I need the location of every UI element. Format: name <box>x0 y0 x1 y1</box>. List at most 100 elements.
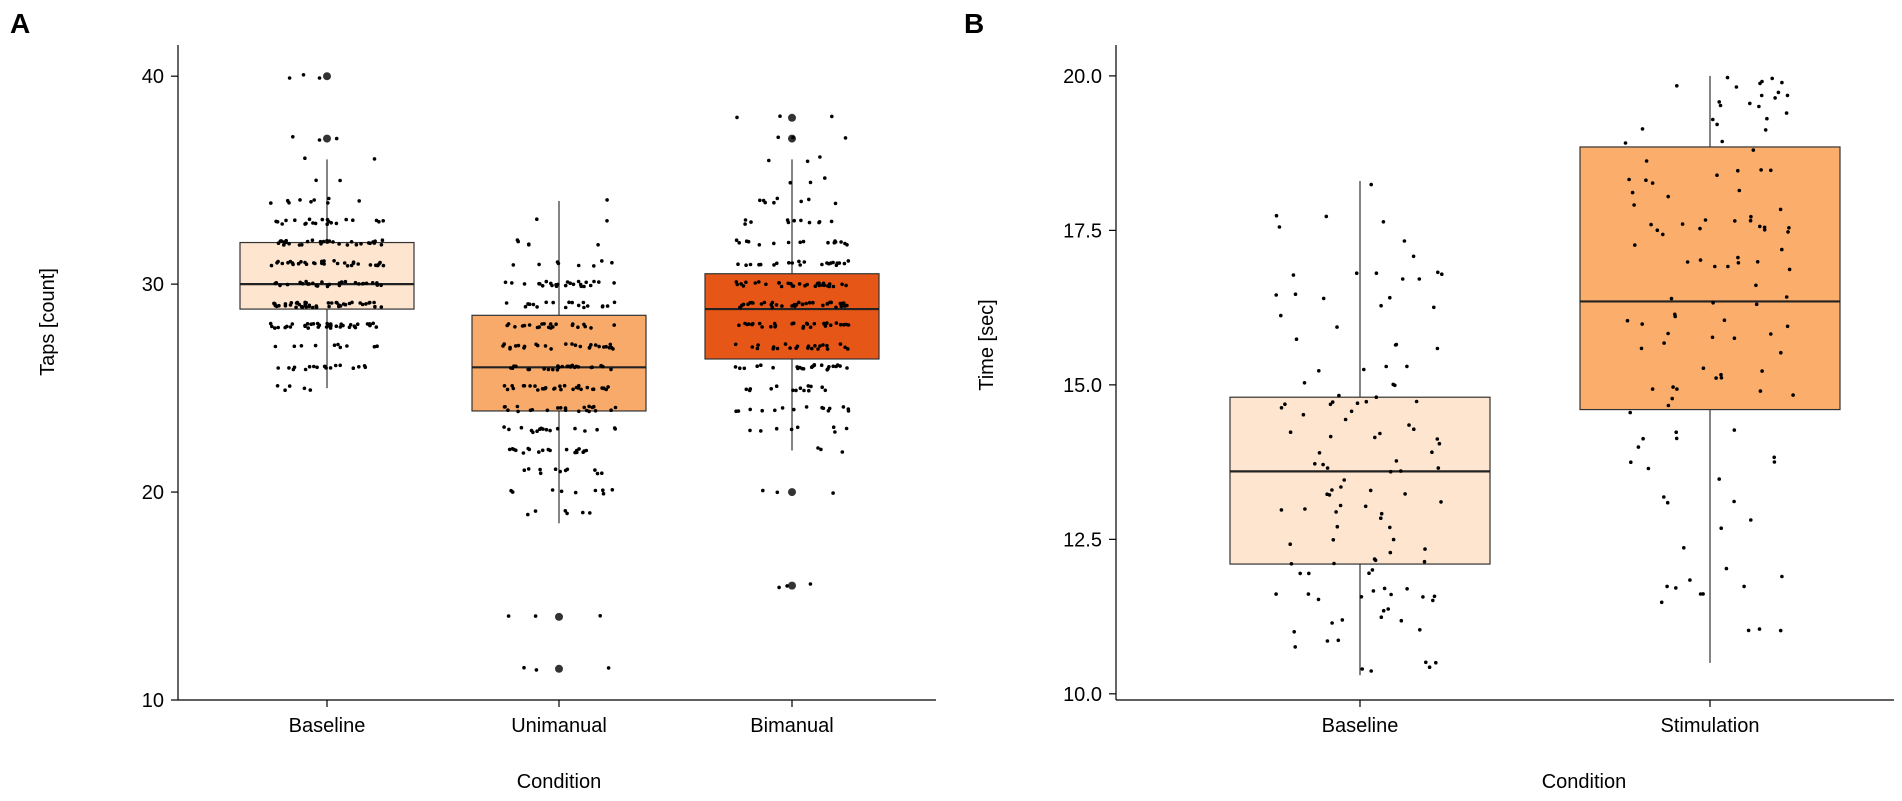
jitter-point <box>1671 385 1675 389</box>
jitter-point <box>1277 225 1282 229</box>
jitter-point <box>553 467 558 472</box>
jitter-point <box>573 343 578 348</box>
jitter-point <box>564 447 569 452</box>
jitter-point <box>506 614 511 618</box>
jitter-point <box>1391 537 1396 542</box>
jitter-point <box>582 284 586 289</box>
jitter-point <box>843 136 848 140</box>
jitter-point <box>1417 277 1422 281</box>
jitter-point <box>1283 402 1287 407</box>
jitter-point <box>1784 111 1789 115</box>
jitter-point <box>1384 364 1388 369</box>
jitter-point <box>1726 264 1730 269</box>
jitter-point <box>357 365 361 369</box>
jitter-point <box>527 323 532 327</box>
jitter-point <box>1763 128 1768 132</box>
jitter-point <box>303 367 308 372</box>
jitter-point <box>1388 550 1393 555</box>
jitter-point <box>589 365 594 370</box>
jitter-point <box>597 280 601 284</box>
jitter-point <box>1719 372 1723 377</box>
jitter-point <box>527 242 531 246</box>
jitter-point <box>593 468 597 472</box>
jitter-point <box>579 284 583 289</box>
jitter-point <box>516 343 521 348</box>
jitter-point <box>743 218 748 222</box>
jitter-point <box>774 303 779 307</box>
jitter-point <box>503 405 507 409</box>
jitter-point <box>839 304 844 309</box>
jitter-point <box>1770 76 1774 81</box>
jitter-point <box>1786 230 1790 234</box>
jitter-point <box>1317 451 1322 455</box>
jitter-point <box>596 243 600 247</box>
jitter-point <box>381 219 386 223</box>
jitter-point <box>1393 343 1398 347</box>
jitter-point <box>1640 322 1644 326</box>
jitter-point <box>543 386 547 391</box>
jitter-point <box>1388 525 1392 530</box>
jitter-point <box>831 284 836 289</box>
jitter-point <box>275 220 280 224</box>
jitter-point <box>1336 638 1341 643</box>
jitter-point <box>804 321 809 326</box>
jitter-point <box>1371 589 1376 593</box>
jitter-point <box>537 281 541 286</box>
jitter-point <box>844 322 849 327</box>
jitter-point <box>1294 337 1299 342</box>
jitter-point <box>1629 460 1633 465</box>
jitter-point <box>289 301 294 305</box>
jitter-point <box>361 281 366 286</box>
jitter-point <box>1321 462 1325 467</box>
jitter-point <box>282 243 286 247</box>
jitter-point <box>1646 466 1651 471</box>
jitter-point <box>298 281 303 285</box>
x-tick-label: Baseline <box>289 715 366 737</box>
jitter-point <box>1388 469 1393 474</box>
jitter-point <box>1435 437 1440 441</box>
jitter-point <box>1787 267 1792 272</box>
jitter-point <box>506 408 510 413</box>
jitter-point <box>1343 417 1348 422</box>
jitter-point <box>333 363 338 368</box>
jitter-point <box>1291 273 1296 277</box>
jitter-point <box>563 408 568 413</box>
jitter-point <box>1780 80 1784 85</box>
jitter-point <box>601 488 605 493</box>
jitter-point <box>1298 571 1302 576</box>
jitter-point <box>381 263 386 268</box>
jitter-point <box>802 388 806 393</box>
jitter-point <box>1661 232 1665 237</box>
jitter-point <box>1776 90 1781 95</box>
jitter-point <box>537 450 541 454</box>
jitter-point <box>825 368 829 372</box>
jitter-point <box>305 239 310 244</box>
jitter-point <box>269 201 273 205</box>
jitter-point <box>1434 660 1438 665</box>
jitter-point <box>801 326 805 330</box>
jitter-point <box>775 196 780 201</box>
jitter-point <box>775 261 779 266</box>
jitter-point <box>584 448 589 453</box>
jitter-point <box>583 324 587 329</box>
jitter-point <box>1325 466 1330 470</box>
jitter-point <box>844 283 848 288</box>
jitter-point <box>343 279 348 284</box>
jitter-point <box>315 365 319 370</box>
jitter-point <box>813 344 817 348</box>
jitter-point <box>1787 226 1791 230</box>
jitter-point <box>791 303 796 308</box>
jitter-point <box>556 406 560 410</box>
jitter-point <box>795 365 799 369</box>
panel-label-b: B <box>964 8 984 39</box>
jitter-point <box>1710 335 1715 340</box>
jitter-point <box>298 198 302 202</box>
jitter-point <box>585 304 590 308</box>
jitter-point <box>846 259 851 263</box>
jitter-point <box>1414 399 1419 404</box>
jitter-point <box>823 388 828 393</box>
jitter-point <box>313 261 317 266</box>
jitter-point <box>375 281 379 285</box>
jitter-point <box>1436 466 1441 470</box>
jitter-point <box>760 325 764 329</box>
